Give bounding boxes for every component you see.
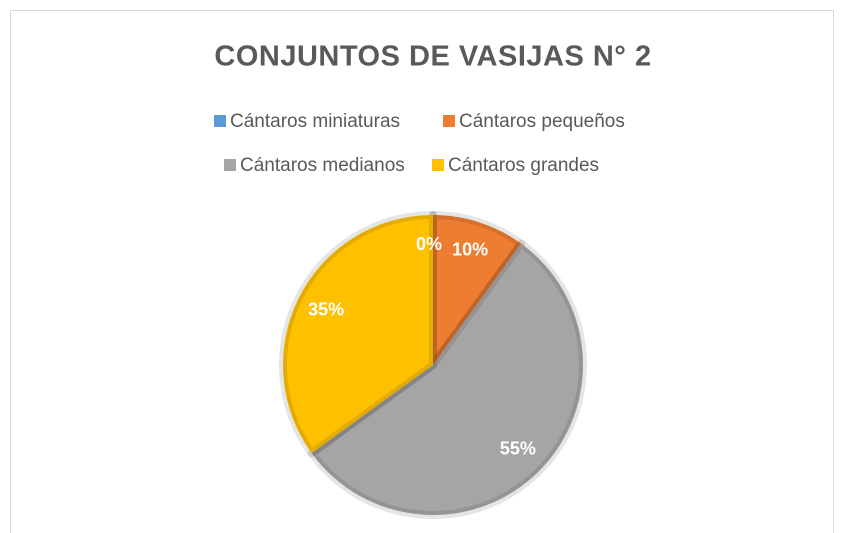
legend-label: Cántaros grandes xyxy=(448,155,599,176)
legend-swatch xyxy=(214,115,226,127)
chart-title: CONJUNTOS DE VASIJAS N° 2 xyxy=(214,41,651,73)
pie-slice xyxy=(429,211,526,369)
legend-swatch xyxy=(224,159,236,171)
legend-label: Cántaros miniaturas xyxy=(230,111,400,132)
legend-label: Cántaros medianos xyxy=(240,155,405,176)
data-label: 35% xyxy=(308,299,344,319)
pie-slice xyxy=(307,239,587,519)
legend-swatch xyxy=(432,159,444,171)
pie-slice xyxy=(279,211,437,458)
legend-swatch xyxy=(443,115,455,127)
data-label: 0% xyxy=(416,234,442,254)
data-label: 10% xyxy=(452,240,488,260)
legend-label: Cántaros pequeños xyxy=(459,111,625,132)
chart-border xyxy=(10,10,834,533)
data-label: 55% xyxy=(500,439,536,459)
